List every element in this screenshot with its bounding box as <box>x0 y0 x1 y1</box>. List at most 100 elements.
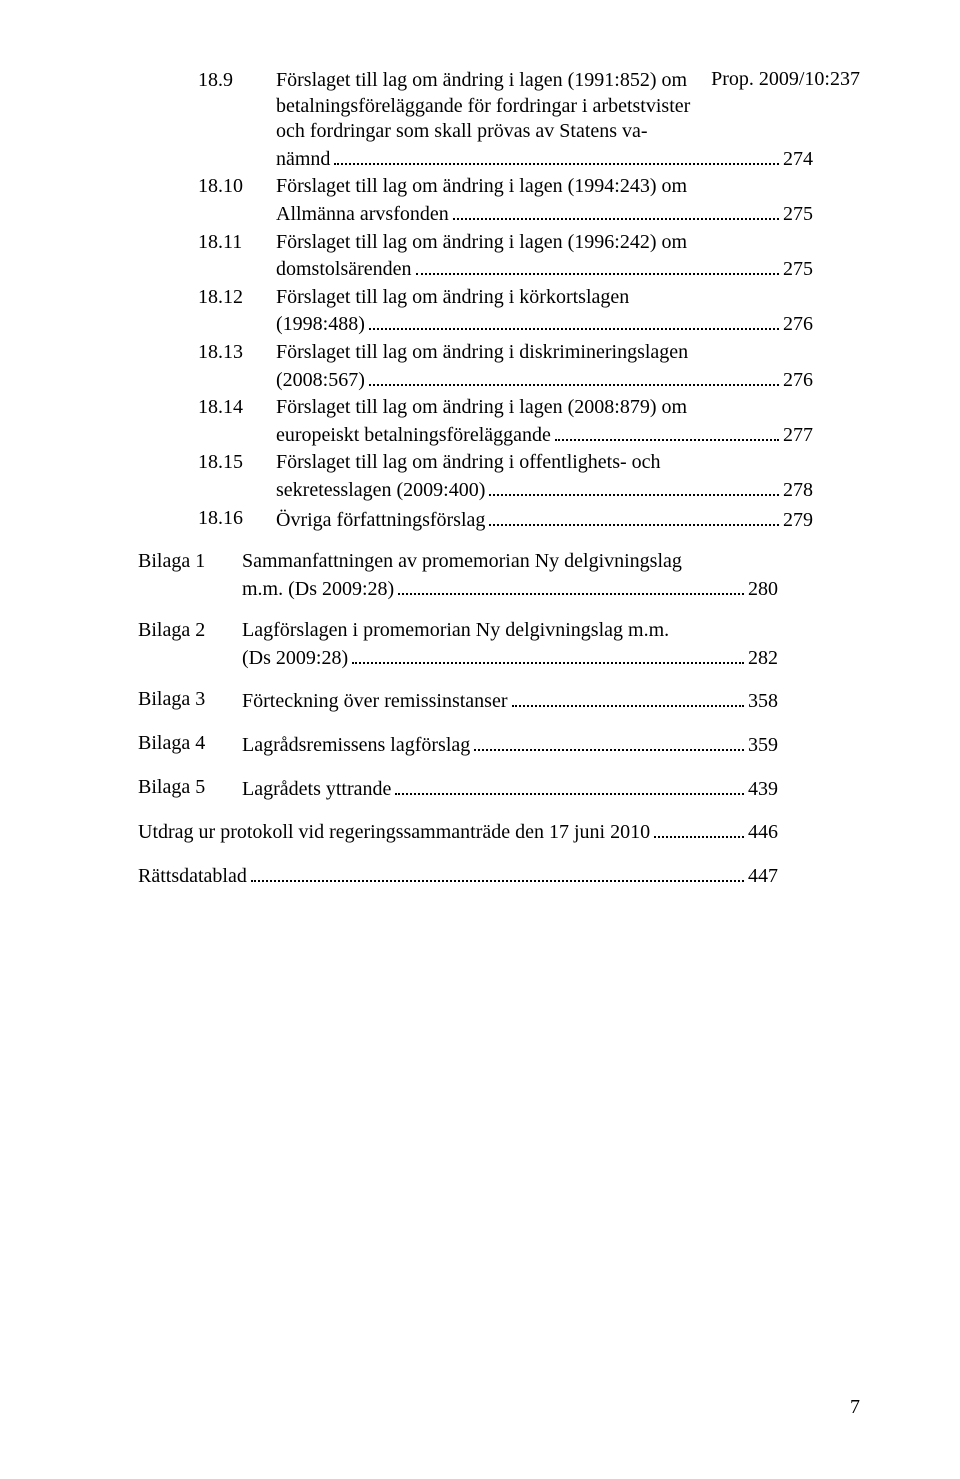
toc-entry-text: Övriga författningsförslag 279 <box>276 506 813 534</box>
toc-entry-page: 279 <box>783 508 813 534</box>
tail-page: 447 <box>748 864 778 890</box>
bilaga-entry: Bilaga 1Sammanfattningen av promemorian … <box>138 549 778 602</box>
toc-entry-lasttext: sekretesslagen (2009:400) <box>276 478 485 504</box>
toc-entry: 18.15Förslaget till lag om ändring i off… <box>198 450 813 503</box>
bilaga-number: Bilaga 1 <box>138 549 242 575</box>
bilaga-lastline: (Ds 2009:28)282 <box>242 644 778 672</box>
bilaga-text: Sammanfattningen av promemorian Ny delgi… <box>242 549 778 602</box>
toc-entry-lasttext: Övriga författningsförslag <box>276 508 485 534</box>
toc-entry-text: Förslaget till lag om ändring i lagen (1… <box>276 230 813 283</box>
bilaga-page: 359 <box>748 733 778 759</box>
bilaga-number: Bilaga 4 <box>138 731 242 757</box>
bilaga-line: Sammanfattningen av promemorian Ny delgi… <box>242 549 778 575</box>
bilaga-entry: Bilaga 5Lagrådets yttrande 439 <box>138 775 778 803</box>
toc-entry-lasttext: (2008:567) <box>276 368 365 394</box>
bilaga-lasttext: Lagrådets yttrande <box>242 777 391 803</box>
toc-entry-lasttext: Allmänna arvsfonden <box>276 202 449 228</box>
toc-entry: 18.12Förslaget till lag om ändring i kör… <box>198 285 813 338</box>
bilaga-entry: Bilaga 3Förteckning över remissinstanser… <box>138 687 778 715</box>
tail-lasttext: Utdrag ur protokoll vid regeringssammant… <box>138 820 650 846</box>
dot-leader <box>512 687 745 707</box>
toc-entry-lastline: (2008:567) 276 <box>276 366 813 394</box>
header-proposition-id: Prop. 2009/10:237 <box>711 68 860 91</box>
toc-entry-line: betalningsföreläggande för fordringar i … <box>276 94 813 120</box>
toc-entry-text: Förslaget till lag om ändring i offentli… <box>276 450 813 503</box>
bilaga-page: 282 <box>748 646 778 672</box>
bilaga-lastline: Lagrådets yttrande 439 <box>242 775 778 803</box>
bilaga-number: Bilaga 3 <box>138 687 242 713</box>
toc-entry-lastline: domstolsärenden275 <box>276 255 813 283</box>
tail-lastline: Rättsdatablad 447 <box>138 862 778 890</box>
toc-entry-line: Förslaget till lag om ändring i körkorts… <box>276 285 813 311</box>
toc-entry-line: Förslaget till lag om ändring i lagen (2… <box>276 395 813 421</box>
toc-entry-number: 18.10 <box>198 174 276 200</box>
toc-entry-number: 18.11 <box>198 230 276 256</box>
toc-entry-page: 277 <box>783 423 813 449</box>
toc-entry-line: Förslaget till lag om ändring i diskrimi… <box>276 340 813 366</box>
document-page: Prop. 2009/10:237 18.9 Förslaget till lag… <box>0 0 960 1479</box>
toc-entry-page: 278 <box>783 478 813 504</box>
bilaga-entry: Bilaga 2Lagförslagen i promemorian Ny de… <box>138 618 778 671</box>
toc-entry-page: 274 <box>783 147 813 173</box>
toc-entry-number: 18.13 <box>198 340 276 366</box>
dot-leader <box>453 200 779 220</box>
toc-entry-lastline: (1998:488) 276 <box>276 310 813 338</box>
toc-entry-lastline: nämnd 274 <box>276 145 813 173</box>
toc-entry-number: 18.12 <box>198 285 276 311</box>
bilaga-section: Bilaga 1Sammanfattningen av promemorian … <box>138 549 778 802</box>
dot-leader <box>369 366 779 386</box>
page-number: 7 <box>850 1396 860 1419</box>
dot-leader <box>416 255 779 275</box>
toc-entry-text: Förslaget till lag om ändring i lagen (1… <box>276 174 813 227</box>
toc-entry-lasttext: nämnd <box>276 147 330 173</box>
toc-entry-line: och fordringar som skall prövas av State… <box>276 119 813 145</box>
toc-entry-lasttext: (1998:488) <box>276 312 365 338</box>
bilaga-page: 439 <box>748 777 778 803</box>
toc-section: 18.9 Förslaget till lag om ändring i lage… <box>198 68 813 533</box>
dot-leader <box>654 818 744 838</box>
toc-entry-line: Förslaget till lag om ändring i lagen (1… <box>276 230 813 256</box>
bilaga-number: Bilaga 2 <box>138 618 242 644</box>
dot-leader <box>489 476 779 496</box>
dot-leader <box>369 310 779 330</box>
tail-entry: Rättsdatablad 447 <box>138 862 778 890</box>
bilaga-lastline: Lagrådsremissens lagförslag 359 <box>242 731 778 759</box>
toc-entry-lastline: Övriga författningsförslag 279 <box>276 506 813 534</box>
toc-entry-text: Förslaget till lag om ändring i körkorts… <box>276 285 813 338</box>
toc-entry: 18.10Förslaget till lag om ändring i lag… <box>198 174 813 227</box>
dot-leader <box>474 731 744 751</box>
bilaga-lasttext: Förteckning över remissinstanser <box>242 689 508 715</box>
tail-lasttext: Rättsdatablad <box>138 864 247 890</box>
toc-entry-lastline: Allmänna arvsfonden275 <box>276 200 813 228</box>
tail-lastline: Utdrag ur protokoll vid regeringssammant… <box>138 818 778 846</box>
toc-entry-number: 18.9 <box>198 68 276 94</box>
toc-entry-page: 275 <box>783 257 813 283</box>
toc-entry-lastline: europeiskt betalningsföreläggande277 <box>276 421 813 449</box>
bilaga-lastline: Förteckning över remissinstanser358 <box>242 687 778 715</box>
tail-text: Utdrag ur protokoll vid regeringssammant… <box>138 818 778 846</box>
toc-entry-text: Förslaget till lag om ändring i diskrimi… <box>276 340 813 393</box>
toc-entry-line: Förslaget till lag om ändring i offentli… <box>276 450 813 476</box>
toc-entry-number: 18.14 <box>198 395 276 421</box>
toc-entry: 18.14Förslaget till lag om ändring i lag… <box>198 395 813 448</box>
toc-entry-page: 276 <box>783 312 813 338</box>
toc-entry-text: Förslaget till lag om ändring i lagen (2… <box>276 395 813 448</box>
bilaga-text: Lagförslagen i promemorian Ny delgivning… <box>242 618 778 671</box>
tail-entry: Utdrag ur protokoll vid regeringssammant… <box>138 818 778 846</box>
dot-leader <box>489 506 779 526</box>
bilaga-text: Förteckning över remissinstanser358 <box>242 687 778 715</box>
bilaga-lasttext: Lagrådsremissens lagförslag <box>242 733 470 759</box>
toc-entry: 18.11Förslaget till lag om ändring i lag… <box>198 230 813 283</box>
dot-leader <box>555 421 779 441</box>
bilaga-lastline: m.m. (Ds 2009:28)280 <box>242 575 778 603</box>
bilaga-text: Lagrådsremissens lagförslag 359 <box>242 731 778 759</box>
dot-leader <box>352 644 744 664</box>
dot-leader <box>334 145 779 165</box>
toc-entry-page: 276 <box>783 368 813 394</box>
toc-entry: 18.16Övriga författningsförslag279 <box>198 506 813 534</box>
bilaga-entry: Bilaga 4Lagrådsremissens lagförslag 359 <box>138 731 778 759</box>
toc-entry-number: 18.15 <box>198 450 276 476</box>
bilaga-number: Bilaga 5 <box>138 775 242 801</box>
dot-leader <box>398 575 744 595</box>
tail-page: 446 <box>748 820 778 846</box>
